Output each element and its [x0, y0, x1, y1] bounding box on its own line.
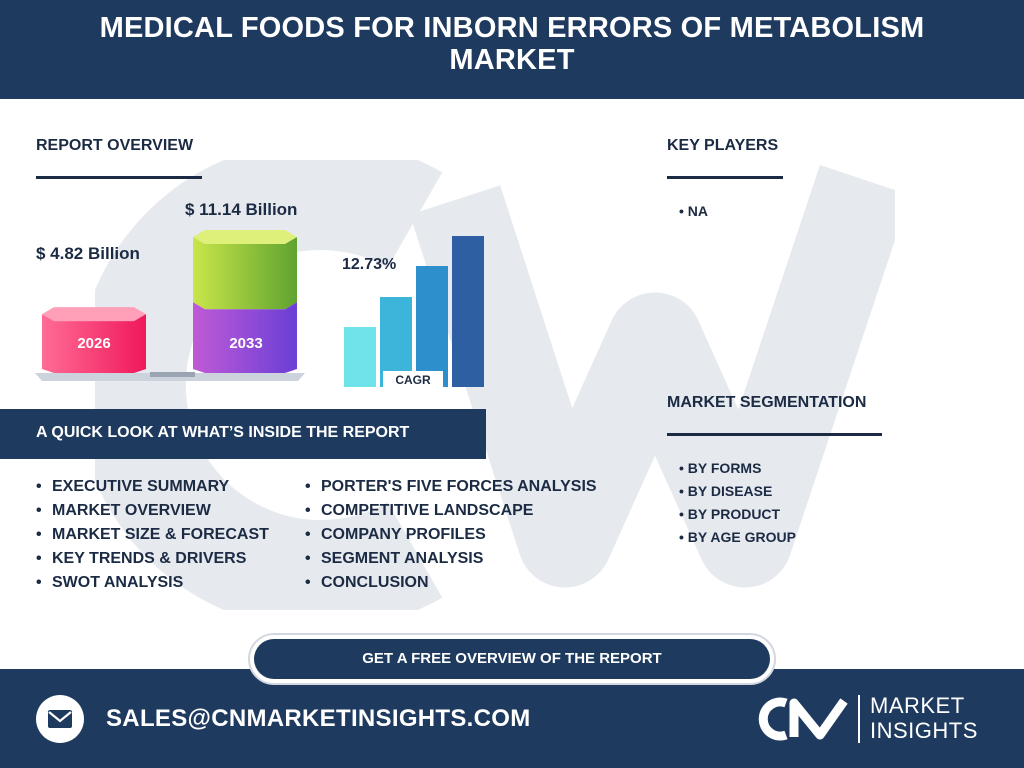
cn-watermark-icon — [95, 160, 895, 610]
chart-connector — [150, 372, 195, 377]
cagr-bar-4 — [452, 236, 484, 387]
list-item: MARKET SIZE & FORECAST — [36, 523, 269, 547]
logo-divider — [858, 695, 860, 743]
list-item: SEGMENT ANALYSIS — [305, 547, 597, 571]
list-item: COMPANY PROFILES — [305, 523, 597, 547]
logo-line-market: MARKET — [870, 693, 965, 718]
report-overview-heading: REPORT OVERVIEW — [36, 137, 194, 154]
cagr-bar-1 — [344, 327, 376, 387]
quick-look-title: A QUICK LOOK AT WHAT’S INSIDE THE REPORT — [36, 424, 410, 441]
bar-2026-top — [42, 307, 146, 322]
market-size-chart — [35, 230, 305, 381]
cagr-bars — [344, 236, 484, 387]
list-item: • BY DISEASE — [679, 483, 773, 499]
list-item: MARKET OVERVIEW — [36, 499, 269, 523]
bar-2033-lower — [193, 302, 297, 373]
header-banner: MEDICAL FOODS FOR INBORN ERRORS OF METAB… — [0, 0, 1024, 99]
cagr-bar-3 — [416, 266, 448, 387]
segmentation-underline — [667, 433, 882, 436]
key-players-list: • NA — [679, 200, 708, 223]
contents-list-right: PORTER'S FIVE FORCES ANALYSIS COMPETITIV… — [305, 475, 597, 595]
bar-2033-upper — [193, 237, 297, 310]
cta-button-frame: GET A FREE OVERVIEW OF THE REPORT — [248, 633, 776, 685]
cagr-label: CAGR — [383, 371, 443, 389]
value-2033-label: $ 11.14 Billion — [185, 200, 298, 219]
list-item: COMPETITIVE LANDSCAPE — [305, 499, 597, 523]
key-players-heading: KEY PLAYERS — [667, 137, 779, 154]
list-item: KEY TRENDS & DRIVERS — [36, 547, 269, 571]
list-item: CONCLUSION — [305, 571, 597, 595]
cn-logo-icon — [758, 697, 848, 741]
bar-2033 — [193, 230, 297, 373]
quick-look-banner: A QUICK LOOK AT WHAT’S INSIDE THE REPORT — [0, 409, 486, 459]
segmentation-list: • BY FORMS • BY DISEASE • BY PRODUCT • B… — [679, 457, 796, 549]
year-2026-label: 2026 — [77, 335, 111, 352]
contents-list-left: EXECUTIVE SUMMARY MARKET OVERVIEW MARKET… — [36, 475, 269, 595]
list-item: • BY PRODUCT — [679, 506, 781, 522]
list-item: • NA — [679, 203, 709, 219]
list-item: SWOT ANALYSIS — [36, 571, 269, 595]
report-overview-underline — [36, 176, 202, 179]
bar-2026-front — [42, 314, 146, 373]
logo-wordmark: MARKET INSIGHTS — [870, 693, 978, 743]
bar-2033-top — [193, 230, 297, 244]
logo-line-insights: INSIGHTS — [870, 718, 978, 743]
free-overview-button[interactable]: GET A FREE OVERVIEW OF THE REPORT — [254, 639, 770, 679]
footer-banner: SALES@CNMARKETINSIGHTS.COM MARKET INSIGH… — [0, 669, 1024, 768]
envelope-icon[interactable] — [36, 695, 84, 743]
key-players-underline — [667, 176, 783, 179]
page-title: MEDICAL FOODS FOR INBORN ERRORS OF METAB… — [99, 12, 925, 76]
market-segmentation-heading: MARKET SEGMENTATION — [667, 394, 867, 411]
bar-2026 — [42, 307, 146, 373]
cagr-value: 12.73% — [342, 256, 397, 273]
year-2033-label: 2033 — [229, 335, 263, 352]
list-item: PORTER'S FIVE FORCES ANALYSIS — [305, 475, 597, 499]
list-item: • BY FORMS — [679, 460, 762, 476]
list-item: • BY AGE GROUP — [679, 529, 796, 545]
sales-email-link[interactable]: SALES@CNMARKETINSIGHTS.COM — [106, 705, 531, 732]
list-item: EXECUTIVE SUMMARY — [36, 475, 269, 499]
value-2026-label: $ 4.82 Billion — [36, 244, 140, 263]
